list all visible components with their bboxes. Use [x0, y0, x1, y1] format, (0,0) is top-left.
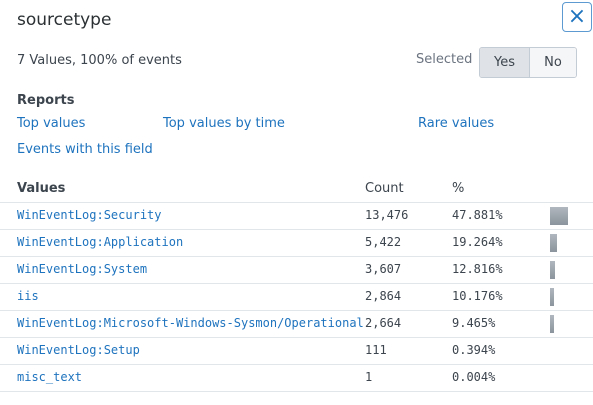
percent-bar	[550, 315, 554, 333]
report-link[interactable]: Events with this field	[17, 142, 153, 157]
count: 111	[365, 343, 387, 357]
toggle: Yes No	[479, 47, 577, 78]
count: 3,607	[365, 262, 402, 276]
percent: 12.816%	[452, 262, 503, 276]
field-value[interactable]: misc_text	[17, 370, 83, 384]
count: 2,864	[365, 289, 402, 303]
percent: 47.881%	[452, 208, 503, 222]
divider	[0, 256, 593, 257]
report-link[interactable]: Rare values	[418, 116, 495, 131]
percent: 19.264%	[452, 235, 503, 249]
percent: 0.004%	[452, 370, 496, 384]
field-value[interactable]: WinEventLog:Microsoft-Windows-Sysmon/Ope…	[17, 316, 364, 330]
percent: 0.394%	[452, 343, 496, 357]
percent: 9.465%	[452, 316, 496, 330]
divider	[0, 391, 593, 392]
percent: 10.176%	[452, 289, 503, 303]
field-value[interactable]: WinEventLog:Security	[17, 208, 162, 222]
count: 1	[365, 370, 373, 384]
column-header: Count	[365, 181, 404, 196]
close-button[interactable]: ×	[562, 2, 592, 32]
divider	[0, 283, 593, 284]
toggle-yes[interactable]: Yes	[480, 48, 530, 77]
percent-bar	[550, 288, 554, 306]
field-value[interactable]: iis	[17, 289, 39, 303]
report-link[interactable]: Top values by time	[163, 116, 285, 131]
count: 5,422	[365, 235, 402, 249]
summary: 7 Values, 100% of events	[17, 53, 182, 68]
divider	[0, 202, 593, 203]
count: 13,476	[365, 208, 409, 222]
title: sourcetype	[17, 10, 112, 30]
divider	[0, 364, 593, 365]
field-value[interactable]: WinEventLog:Application	[17, 235, 184, 249]
percent-bar	[550, 261, 555, 279]
report-link[interactable]: Top values	[17, 116, 86, 131]
percent-bar	[550, 207, 569, 225]
reports-title: Reports	[17, 93, 75, 108]
column-header: Values	[17, 181, 66, 196]
percent-bar	[550, 234, 558, 252]
column-header: %	[452, 181, 465, 196]
toggle-no[interactable]: No	[530, 48, 576, 77]
divider	[0, 229, 593, 230]
field-value[interactable]: WinEventLog:Setup	[17, 343, 140, 357]
selected-label: Selected	[416, 52, 473, 67]
divider	[0, 337, 593, 338]
divider	[0, 310, 593, 311]
field-value[interactable]: WinEventLog:System	[17, 262, 148, 276]
count: 2,664	[365, 316, 402, 330]
